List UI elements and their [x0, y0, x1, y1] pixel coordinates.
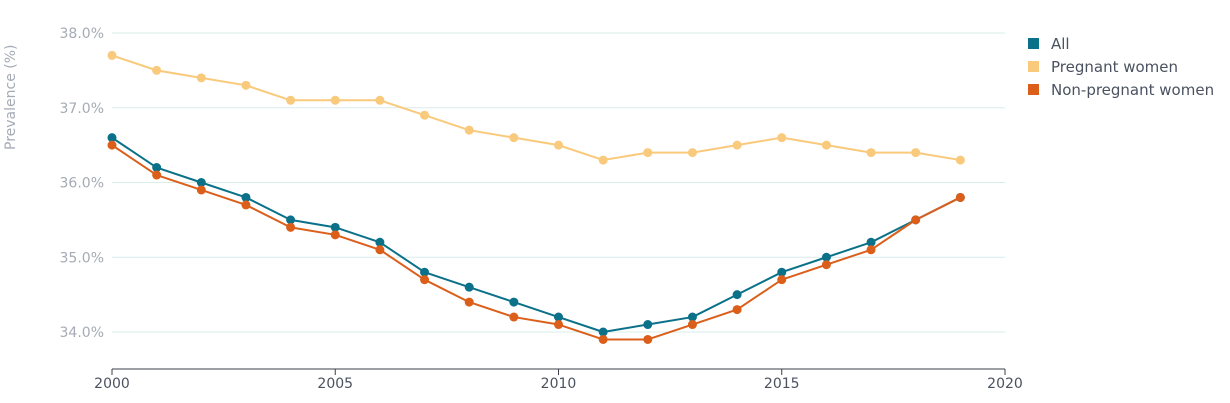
data-point-non-pregnant-women: [687, 320, 697, 330]
y-axis-label: Prevalence (%): [3, 32, 21, 151]
x-tick-label: 2000: [94, 376, 130, 392]
data-point-non-pregnant-women: [241, 200, 251, 210]
data-point-all: [152, 163, 162, 173]
data-point-all: [687, 312, 697, 322]
data-point-all: [777, 267, 787, 277]
data-point-all: [598, 327, 608, 337]
data-point-non-pregnant-women: [509, 312, 519, 322]
x-tick-label: 2020: [987, 376, 1023, 392]
x-tick-label: 2005: [317, 376, 353, 392]
data-point-non-pregnant-women: [464, 297, 474, 307]
y-axis-ticks: 34.0% 35.0% 36.0% 37.0% 38.0%: [60, 26, 104, 341]
data-point-non-pregnant-women: [107, 140, 117, 150]
data-point-non-pregnant-women: [911, 215, 921, 225]
series-non-pregnant-women: [107, 140, 965, 344]
x-axis-ticks: 2000 2005 2010 2015 2020: [94, 369, 1023, 392]
data-point-non-pregnant-women: [866, 245, 876, 255]
data-point-non-pregnant-women: [420, 275, 430, 285]
grid-lines: [112, 32, 1005, 333]
data-point-all: [509, 297, 519, 307]
legend-swatch-pregnant-women: [1028, 61, 1039, 72]
data-point-all: [196, 178, 206, 187]
series-all: [107, 133, 965, 337]
y-tick-label: 34.0%: [60, 325, 104, 341]
data-point-pregnant-women: [286, 95, 296, 105]
data-point-all: [375, 237, 385, 247]
data-point-all: [643, 320, 653, 330]
data-point-pregnant-women: [196, 73, 206, 83]
legend-item-non-pregnant-women[interactable]: Non-pregnant women: [1028, 78, 1214, 101]
data-point-pregnant-women: [866, 148, 876, 158]
data-point-pregnant-women: [554, 140, 563, 150]
data-point-pregnant-women: [732, 140, 742, 150]
data-point-non-pregnant-women: [955, 192, 965, 202]
y-tick-label: 38.0%: [60, 26, 104, 42]
data-point-all: [866, 237, 876, 247]
data-point-non-pregnant-women: [732, 305, 742, 315]
data-point-all: [241, 192, 251, 202]
legend: All Pregnant women Non-pregnant women: [1028, 32, 1214, 101]
data-point-pregnant-women: [330, 95, 340, 105]
data-point-pregnant-women: [821, 140, 831, 150]
series-group: [107, 50, 965, 344]
data-point-pregnant-women: [687, 148, 697, 158]
data-point-all: [330, 222, 340, 232]
y-tick-label: 35.0%: [60, 250, 104, 266]
data-point-pregnant-women: [152, 65, 162, 75]
y-tick-label: 36.0%: [60, 176, 104, 192]
series-line-all: [111, 136, 961, 333]
data-point-pregnant-women: [911, 148, 921, 158]
data-point-pregnant-women: [598, 155, 608, 165]
data-point-pregnant-women: [777, 133, 787, 143]
data-point-pregnant-women: [107, 50, 117, 60]
data-point-non-pregnant-women: [554, 320, 563, 330]
y-axis-label-text: Prevalence (%): [3, 44, 19, 151]
legend-label-pregnant-women: Pregnant women: [1051, 57, 1179, 76]
legend-item-all[interactable]: All: [1028, 32, 1214, 55]
data-point-non-pregnant-women: [286, 222, 296, 232]
legend-item-pregnant-women[interactable]: Pregnant women: [1028, 55, 1214, 78]
y-tick-label: 37.0%: [60, 101, 104, 117]
data-point-pregnant-women: [643, 148, 653, 158]
data-point-non-pregnant-women: [152, 170, 162, 180]
data-point-pregnant-women: [464, 125, 474, 135]
series-line-non-pregnant-women: [111, 144, 961, 341]
x-tick-label: 2010: [541, 376, 577, 392]
data-point-non-pregnant-women: [777, 275, 787, 285]
data-point-all: [554, 312, 563, 322]
legend-swatch-non-pregnant-women: [1028, 84, 1039, 95]
x-tick-label: 2015: [764, 376, 800, 392]
data-point-pregnant-women: [420, 110, 430, 120]
data-point-pregnant-women: [241, 80, 251, 90]
data-point-non-pregnant-women: [330, 230, 340, 240]
data-point-all: [732, 290, 742, 300]
legend-label-non-pregnant-women: Non-pregnant women: [1051, 80, 1215, 99]
data-point-non-pregnant-women: [598, 334, 608, 344]
series-pregnant-women: [107, 50, 965, 165]
data-point-all: [821, 252, 831, 262]
data-point-all: [286, 215, 296, 225]
data-point-pregnant-women: [375, 95, 385, 105]
legend-label-all: All: [1051, 34, 1070, 53]
data-point-all: [420, 267, 430, 277]
data-point-all: [107, 133, 117, 143]
data-point-non-pregnant-women: [196, 185, 206, 195]
series-line-pregnant-women: [111, 54, 961, 162]
data-point-non-pregnant-women: [375, 245, 385, 255]
data-point-non-pregnant-women: [821, 260, 831, 270]
data-point-pregnant-women: [955, 155, 965, 165]
data-point-all: [464, 282, 474, 292]
data-point-non-pregnant-women: [643, 334, 653, 344]
data-point-pregnant-women: [509, 133, 519, 143]
legend-swatch-all: [1028, 38, 1039, 49]
